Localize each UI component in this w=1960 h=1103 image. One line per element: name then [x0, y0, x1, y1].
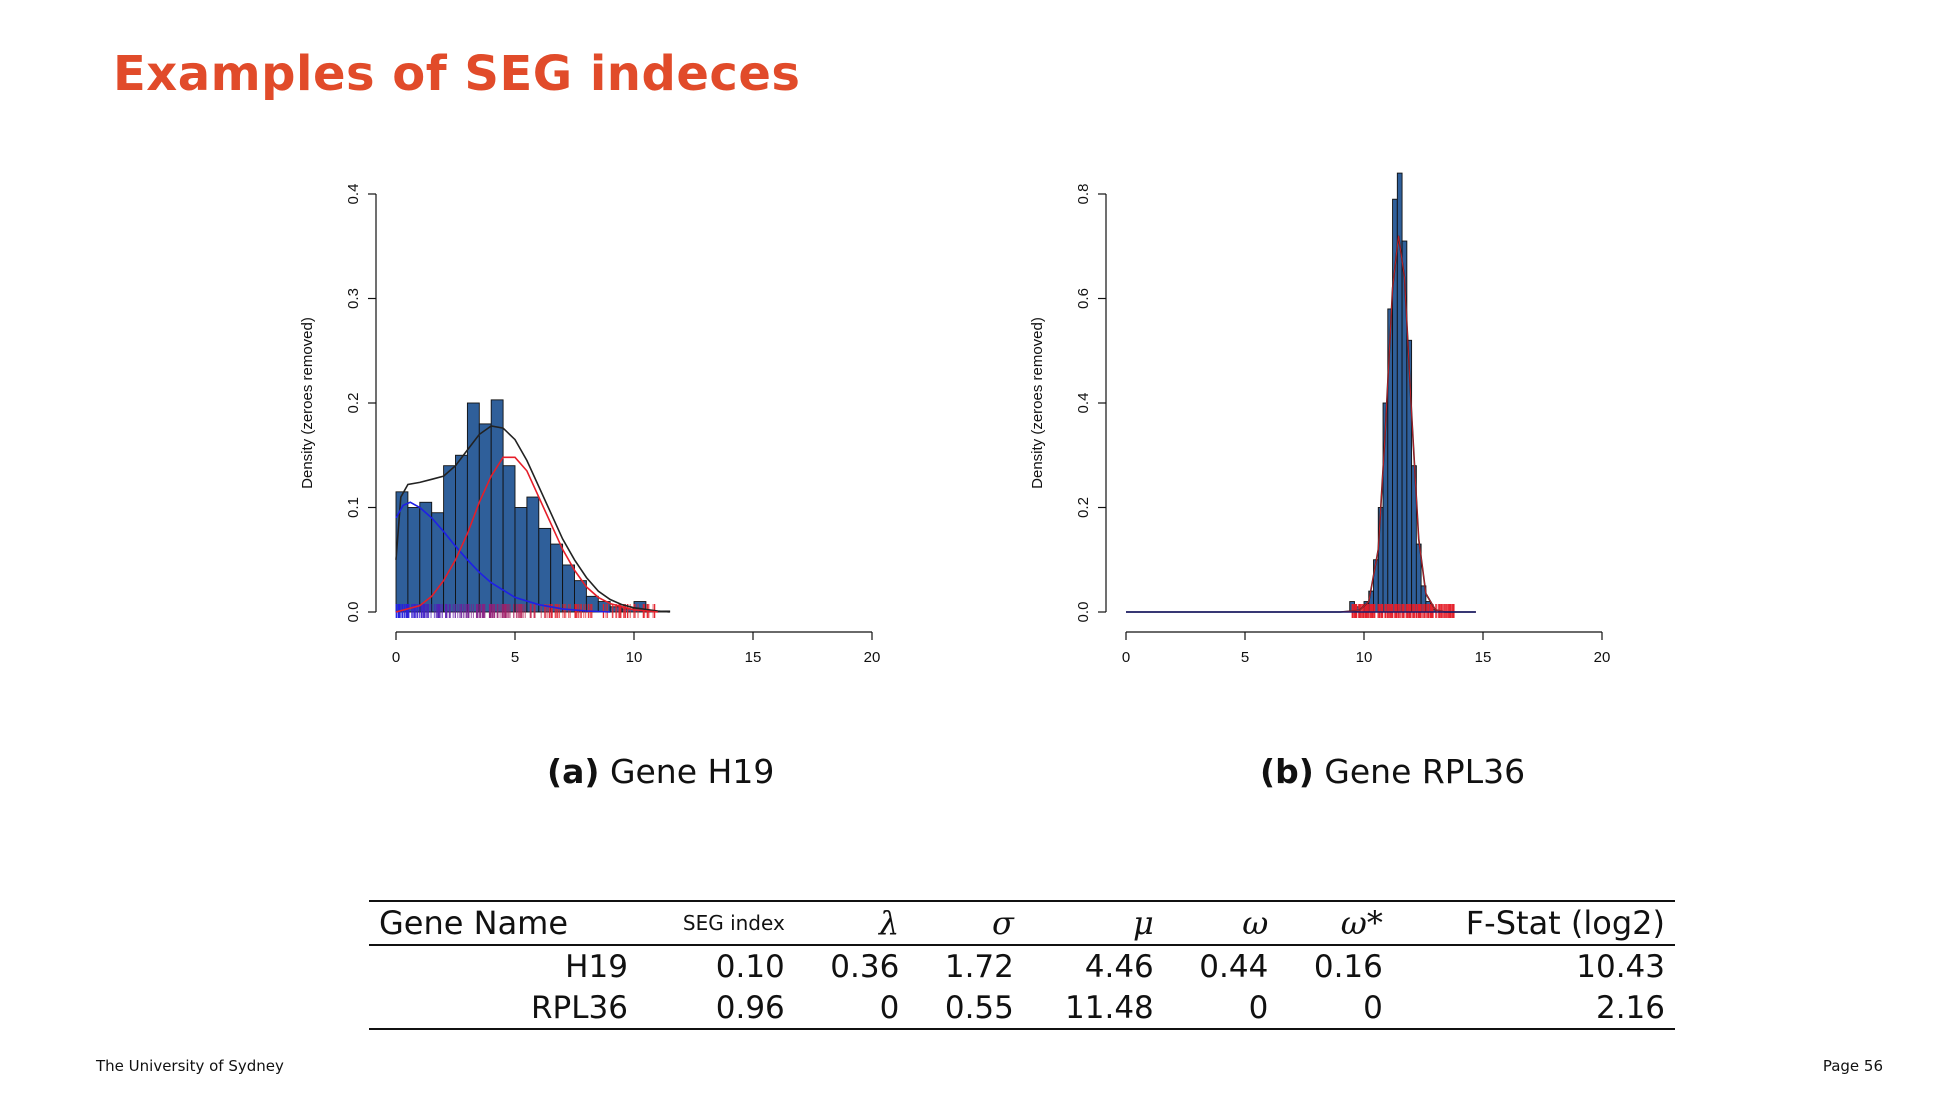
cell-sigma: 1.72	[944, 948, 1014, 985]
cell-sigma: 0.55	[944, 989, 1014, 1026]
cell-seg-index: 0.10	[715, 948, 785, 985]
histogram-bar	[478, 423, 492, 613]
cell-seg-index: 0.96	[715, 989, 785, 1026]
cell-lambda: 0.36	[830, 948, 900, 985]
x-tick-label: 5	[511, 649, 519, 666]
y-tick-label: 0.3	[345, 288, 362, 309]
caption-b-label: (b)	[1260, 752, 1314, 791]
cell-omega: 0.44	[1199, 948, 1269, 985]
x-tick-label: 15	[745, 649, 762, 666]
histogram-rpl36-svg: 0.0 0.2 0.4 0.6 0.8 Density (zeroes removed) 0…	[1029, 172, 1611, 666]
caption-b-text: Gene RPL36	[1324, 752, 1526, 791]
histogram-bar	[526, 496, 540, 613]
histogram-bar	[455, 454, 468, 613]
header-omega: ω	[1242, 904, 1269, 942]
y-axis-label: Density (zeroes removed)	[299, 317, 316, 489]
histogram-bar	[502, 465, 516, 613]
histogram-h19: 0.0 0.1 0.2 0.3 0.4 Density (zeroes removed) 0…	[290, 170, 910, 690]
density-curve	[395, 501, 611, 613]
cell-f-stat: 10.43	[1576, 948, 1665, 985]
y-tick-label: 0.0	[345, 602, 362, 623]
caption-b: (b) Gene RPL36	[1260, 752, 1525, 791]
histogram-bar	[538, 527, 552, 613]
y-tick-label: 0.2	[1075, 497, 1092, 518]
histogram-rpl36: 0.0 0.2 0.4 0.6 0.8 Density (zeroes removed) 0…	[1020, 170, 1640, 690]
slide-title: Examples of SEG indeces	[113, 46, 801, 102]
x-tick-label: 10	[1356, 649, 1373, 666]
histogram-h19-svg: 0.0 0.1 0.2 0.3 0.4 Density (zeroes removed) 0…	[299, 184, 881, 666]
cell-gene-name: RPL36	[530, 989, 628, 1026]
y-axis-label: Density (zeroes removed)	[1029, 317, 1046, 489]
y-tick-label: 0.2	[345, 393, 362, 414]
table-row: H19 0.10 0.36 1.72 4.46 0.44 0.16 10.43	[369, 945, 1675, 987]
x-tick-label: 10	[626, 649, 643, 666]
table-header-row: Gene Name SEG index λ σ μ ω ω* F-Stat (l…	[369, 901, 1675, 945]
x-tick-label: 0	[392, 649, 400, 666]
x-tick-label: 15	[1475, 649, 1492, 666]
histogram-bar	[490, 399, 504, 613]
y-tick-label: 0.0	[1075, 602, 1092, 623]
histogram-bar	[407, 507, 421, 613]
density-curve-component	[1126, 235, 1476, 613]
table-row: RPL36 0.96 0 0.55 11.48 0 0 2.16	[369, 987, 1675, 1029]
header-lambda: λ	[879, 904, 900, 942]
header-gene-name: Gene Name	[379, 904, 569, 942]
caption-a: (a) Gene H19	[547, 752, 774, 791]
histogram-bar	[514, 507, 528, 613]
header-omega-star: ω*	[1340, 904, 1383, 942]
cell-omega: 0	[1248, 989, 1269, 1026]
cell-mu: 11.48	[1065, 989, 1154, 1026]
x-tick-label: 0	[1122, 649, 1130, 666]
density-curve	[1126, 235, 1476, 613]
histogram-bar	[550, 543, 564, 613]
cell-omega-star: 0.16	[1313, 948, 1383, 985]
header-f-stat: F-Stat (log2)	[1465, 904, 1665, 942]
x-tick-label: 20	[1594, 649, 1611, 666]
footer-page-number: Page 56	[1822, 1057, 1883, 1075]
x-tick-label: 20	[864, 649, 881, 666]
footer-university: The University of Sydney	[96, 1057, 284, 1075]
y-tick-label: 0.6	[1075, 288, 1092, 309]
caption-a-text: Gene H19	[609, 752, 775, 791]
cell-lambda: 0	[879, 989, 900, 1026]
header-sigma: σ	[992, 904, 1014, 942]
cell-gene-name: H19	[565, 948, 628, 985]
histogram-bar	[431, 512, 445, 613]
y-tick-label: 0.4	[1075, 393, 1092, 414]
histogram-bar	[395, 491, 409, 613]
histogram-bar	[419, 501, 433, 613]
density-curve	[395, 425, 670, 613]
seg-stats-table: Gene Name SEG index λ σ μ ω ω* F-Stat (l…	[369, 900, 1675, 1030]
histogram-bar	[1377, 507, 1384, 613]
cell-mu: 4.46	[1084, 948, 1154, 985]
header-seg-index: SEG index	[682, 911, 785, 935]
header-mu: μ	[1132, 904, 1154, 942]
cell-omega-star: 0	[1363, 989, 1383, 1026]
density-curve	[395, 456, 658, 613]
x-tick-label: 5	[1241, 649, 1249, 666]
y-tick-label: 0.4	[345, 184, 362, 205]
y-tick-label: 0.8	[1075, 184, 1092, 205]
caption-a-label: (a)	[547, 752, 600, 791]
y-tick-label: 0.1	[345, 497, 362, 518]
cell-f-stat: 2.16	[1595, 989, 1665, 1026]
